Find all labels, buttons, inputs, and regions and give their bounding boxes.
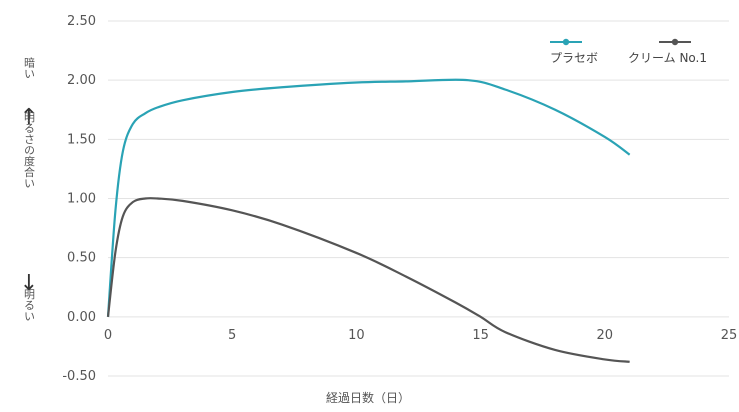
legend-label-cream: クリーム No.1: [628, 51, 707, 65]
series-line-cream: [106, 197, 630, 363]
y-tick-label: -0.50: [62, 369, 96, 384]
y-tick-label: 2.50: [67, 14, 96, 29]
y-label-bright: 明るい: [23, 288, 36, 321]
y-label-brightness: 明るさの度合い: [23, 111, 36, 188]
series-line-placebo: [106, 78, 631, 317]
x-axis-ticks: 0 5 10 15 20 25: [104, 328, 737, 343]
y-axis-label: 暗い ↑ 明るさの度合い ↓ 明るい: [20, 56, 38, 322]
x-tick-label: 20: [597, 328, 614, 343]
y-tick-label: 0.50: [67, 251, 96, 266]
y-label-dark: 暗い: [23, 56, 36, 79]
y-tick-label: 1.50: [67, 132, 96, 147]
grid-lines: [108, 20, 729, 377]
series-lines: [106, 78, 631, 363]
legend-label-placebo: プラセボ: [550, 51, 598, 65]
x-tick-label: 15: [472, 328, 489, 343]
x-axis-label: 経過日数（日）: [326, 390, 410, 405]
x-tick-label: 0: [104, 328, 112, 343]
arrow-down-icon: ↓: [20, 271, 38, 296]
y-tick-label: 2.00: [67, 73, 96, 88]
legend: プラセボ クリーム No.1: [550, 38, 707, 65]
y-axis-ticks: 2.50 2.00 1.50 1.00 0.50 0.00 -0.50: [62, 14, 96, 384]
x-tick-label: 10: [348, 328, 365, 343]
y-tick-label: 0.00: [67, 310, 96, 325]
legend-marker-cream: [671, 38, 679, 46]
x-tick-label: 5: [228, 328, 236, 343]
legend-marker-placebo: [562, 38, 570, 46]
x-tick-label: 25: [721, 328, 738, 343]
y-tick-label: 1.00: [67, 192, 96, 207]
arrow-up-icon: ↑: [20, 105, 38, 130]
